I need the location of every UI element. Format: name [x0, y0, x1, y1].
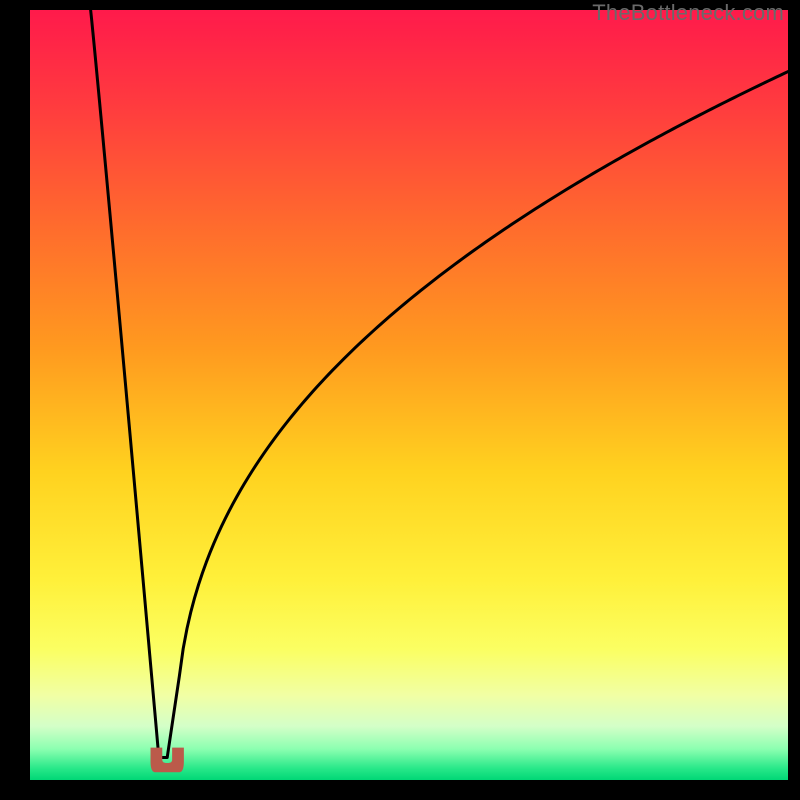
chart-background: [30, 10, 788, 780]
watermark-text: TheBottleneck.com: [592, 0, 784, 26]
chart-frame: TheBottleneck.com: [0, 0, 800, 800]
bottleneck-chart: [30, 10, 788, 780]
